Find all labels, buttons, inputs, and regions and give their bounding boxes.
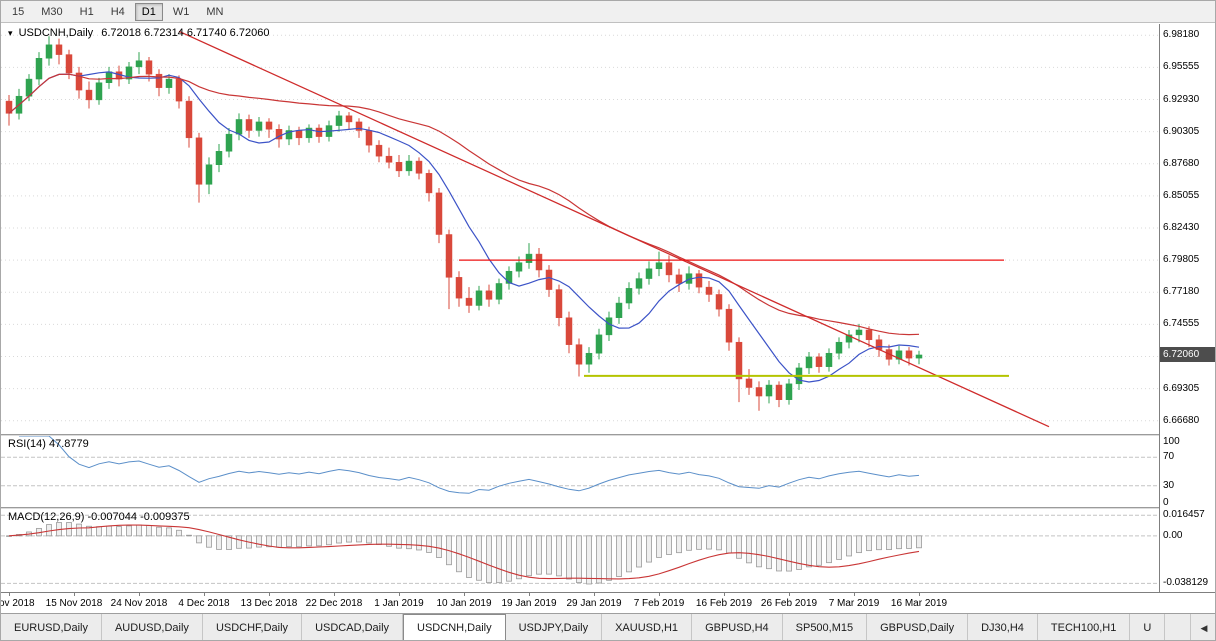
time-scale-label: 7 Mar 2019: [828, 598, 880, 609]
price-scale-label: 6.79805: [1163, 254, 1200, 266]
price-scale-label: 6.87680: [1163, 157, 1200, 169]
chart-marker-icon: ▾: [8, 28, 13, 38]
chart-tab-usdcad-daily[interactable]: USDCAD,Daily: [302, 614, 404, 640]
time-scale-label: 16 Feb 2019: [695, 598, 753, 609]
timeframe-button-w1[interactable]: W1: [172, 5, 190, 18]
chart-tab-xauusd-h1[interactable]: XAUUSD,H1: [602, 614, 693, 640]
chart-tabbar: EURUSD,Daily AUDUSD,Daily USDCHF,Daily USDC…: [1, 613, 1215, 640]
tab-scroll-left-button[interactable]: ◀: [1190, 614, 1215, 640]
time-scale-tick: [334, 593, 335, 596]
chart-tabs: EURUSD,Daily AUDUSD,Daily USDCHF,Daily USDC…: [1, 614, 1190, 640]
chart-tab-usdcnh-daily[interactable]: USDCNH,Daily: [403, 614, 506, 640]
price-scale-label: 6.77180: [1163, 286, 1200, 298]
rsi-label: RSI(14) 47.8779: [8, 438, 89, 450]
time-scale-tick: [594, 593, 595, 596]
price-scale-label: 6.95555: [1163, 61, 1200, 73]
time-scale-label: 7 Feb 2019: [633, 598, 685, 609]
chart-tab-audusd-daily[interactable]: AUDUSD,Daily: [101, 614, 203, 640]
chart-ohlc-values: 6.72018 6.72314 6.71740 6.72060: [101, 27, 270, 39]
price-scale[interactable]: 6.98180 6.95555 6.92930 6.90305 6.87680 6.850…: [1159, 24, 1215, 592]
price-scale-label: 6.69305: [1163, 382, 1200, 394]
timeframe-button-15[interactable]: 15: [12, 5, 25, 18]
time-scale-label: 29 Jan 2019: [566, 598, 622, 609]
time-scale-label: 16 Mar 2019: [890, 598, 948, 609]
chart-tab-sp500-m15[interactable]: SP500,M15: [782, 614, 868, 640]
time-scale-label: 4 Dec 2018: [178, 598, 230, 609]
main-chart-panel[interactable]: ▾ USDCNH,Daily 6.72018 6.72314 6.71740 6…: [1, 24, 1159, 434]
timeframe-button-mn[interactable]: MN: [206, 5, 224, 18]
time-scale-tick: [204, 593, 205, 596]
price-scale-label: 6.92930: [1163, 93, 1200, 105]
time-scale-label: 6 Nov 2018: [0, 598, 35, 609]
time-scale-tick: [74, 593, 75, 596]
rsi-scale-label: 30: [1163, 479, 1175, 491]
time-scale-label: 1 Jan 2019: [374, 598, 424, 609]
tab-scroll-left-icon: ◀: [1200, 622, 1208, 633]
price-scale-label: 6.90305: [1163, 125, 1200, 137]
chart-tab-u[interactable]: U: [1130, 614, 1166, 640]
macd-scale-label: 0.016457: [1163, 509, 1205, 521]
time-scale-label: 13 Dec 2018: [240, 598, 298, 609]
chart-tab-dj30-h4[interactable]: DJ30,H4: [968, 614, 1038, 640]
chart-symbol-label: USDCNH,Daily: [18, 27, 94, 39]
chart-tab-usdchf-daily[interactable]: USDCHF,Daily: [202, 614, 303, 640]
time-scale-tick: [789, 593, 790, 596]
timeframe-button-h4[interactable]: H4: [110, 5, 125, 18]
rsi-scale-label: 100: [1163, 436, 1180, 447]
macd-canvas[interactable]: [1, 509, 1159, 592]
panel-separator[interactable]: [1, 434, 1215, 436]
price-scale-label: 6.66680: [1163, 414, 1200, 426]
time-scale-tick: [919, 593, 920, 596]
time-scale-tick: [269, 593, 270, 596]
time-scale-tick: [529, 593, 530, 596]
chart-tab-gbpusd-daily[interactable]: GBPUSD,Daily: [867, 614, 969, 640]
timeframe-button-d1[interactable]: D1: [134, 2, 163, 21]
time-scale-label: 22 Dec 2018: [305, 598, 363, 609]
price-scale-label: 6.74555: [1163, 318, 1200, 330]
rsi-scale-label: 70: [1163, 451, 1175, 463]
chart-tab-tech100-h1[interactable]: TECH100,H1: [1037, 614, 1131, 640]
main-chart-canvas[interactable]: [1, 24, 1159, 434]
current-price-tag: 6.72060: [1160, 346, 1215, 362]
macd-scale-label: 0.00: [1163, 529, 1183, 541]
rsi-canvas[interactable]: [1, 436, 1159, 507]
time-scale-tick: [464, 593, 465, 596]
macd-panel[interactable]: MACD(12,26,9) -0.007044 -0.009375: [1, 509, 1159, 592]
chart-tab-gbpusd-h4[interactable]: GBPUSD,H4: [692, 614, 783, 640]
time-scale-tick: [139, 593, 140, 596]
time-scale-tick: [9, 593, 10, 596]
time-scale-label: 10 Jan 2019: [436, 598, 492, 609]
time-scale-tick: [659, 593, 660, 596]
panel-separator[interactable]: [1, 507, 1215, 509]
time-scale-tick: [399, 593, 400, 596]
time-scale-label: 24 Nov 2018: [110, 598, 168, 609]
macd-scale-label: -0.038129: [1163, 577, 1209, 589]
timeframe-button-h1[interactable]: H1: [79, 5, 94, 18]
chart-tab-usdjpy-daily[interactable]: USDJPY,Daily: [505, 614, 603, 640]
time-scale-label: 15 Nov 2018: [45, 598, 103, 609]
timeframe-button-m30[interactable]: M30: [41, 5, 63, 18]
time-scale-tick: [854, 593, 855, 596]
chart-title: ▾ USDCNH,Daily 6.72018 6.72314 6.71740 6…: [8, 27, 269, 39]
time-scale-label: 26 Feb 2019: [760, 598, 818, 609]
price-scale-label: 6.98180: [1163, 29, 1200, 41]
timeframe-toolbar: 15 M30 H1 H4 D1 W1 MN: [1, 1, 1215, 23]
chart-tab-eurusd-daily[interactable]: EURUSD,Daily: [1, 614, 102, 640]
price-scale-label: 6.85055: [1163, 189, 1200, 201]
price-scale-label: 6.82430: [1163, 222, 1200, 234]
rsi-scale-label: 0: [1163, 497, 1169, 508]
rsi-panel[interactable]: RSI(14) 47.8779: [1, 436, 1159, 507]
time-scale-tick: [724, 593, 725, 596]
time-scale-label: 19 Jan 2019: [501, 598, 557, 609]
macd-label: MACD(12,26,9) -0.007044 -0.009375: [8, 511, 190, 523]
time-scale[interactable]: 6 Nov 2018 15 Nov 2018 24 Nov 2018 4 Dec 20…: [0, 592, 1215, 613]
